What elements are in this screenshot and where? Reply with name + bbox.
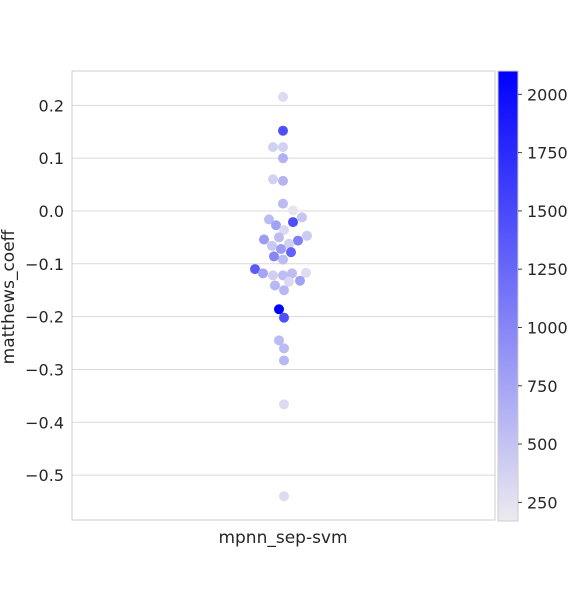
y-axis-label: matthews_coeff: [0, 228, 19, 364]
data-point: [297, 212, 307, 223]
x-category-label: mpnn_sep-svm: [218, 528, 347, 548]
data-point: [268, 270, 278, 281]
data-point: [279, 491, 289, 502]
data-point: [302, 230, 312, 241]
plot-frame: [71, 70, 496, 521]
data-point: [259, 234, 269, 245]
data-point: [278, 142, 288, 153]
data-point: [288, 217, 298, 228]
data-point: [276, 244, 286, 255]
colorbar-tick-label: 500: [527, 435, 558, 454]
data-point: [274, 232, 284, 243]
colorbar-tick-label: 2000: [527, 85, 568, 104]
y-tick-label: −0.2: [25, 308, 64, 327]
colorbar: [497, 70, 519, 522]
y-tick-label: −0.5: [25, 466, 64, 485]
data-point: [267, 240, 277, 251]
y-tick-label: −0.3: [25, 360, 64, 379]
y-tick-label: 0.0: [39, 202, 64, 221]
y-tick-labels: 0.2 0.1 0.0 −0.1 −0.2 −0.3 −0.4 −0.5: [25, 96, 64, 485]
data-point: [301, 267, 311, 278]
data-point: [278, 270, 288, 281]
y-tick-label: −0.1: [25, 255, 64, 274]
colorbar-tick-label: 1000: [527, 318, 568, 337]
data-point: [278, 198, 288, 209]
data-point: [270, 280, 280, 291]
data-point: [278, 125, 288, 136]
data-point: [278, 153, 288, 164]
data-point: [250, 264, 260, 275]
data-point: [269, 251, 279, 262]
data-point: [268, 174, 278, 185]
y-tick-label: −0.4: [25, 413, 64, 432]
data-point: [279, 312, 289, 323]
colorbar-tick-label: 1250: [527, 260, 568, 279]
data-point: [278, 91, 288, 102]
colorbar-tick-label: 1500: [527, 202, 568, 221]
colorbar-ticks: 2000 1750 1500 1250 1000 750 500 250: [518, 85, 568, 512]
colorbar-tick-label: 1750: [527, 144, 568, 163]
data-point: [278, 175, 288, 186]
y-tick-label: 0.2: [39, 96, 64, 115]
data-point: [274, 304, 284, 315]
data-point: [264, 214, 274, 225]
data-point: [286, 247, 296, 258]
y-tick-label: 0.1: [39, 149, 64, 168]
data-point: [258, 268, 268, 279]
data-point: [279, 343, 289, 354]
data-point: [287, 268, 297, 279]
data-point: [268, 142, 278, 153]
data-point: [274, 335, 284, 346]
data-point: [288, 205, 298, 216]
colorbar-tick-label: 750: [527, 377, 558, 396]
data-point: [279, 285, 289, 296]
data-point: [284, 238, 294, 249]
plot-background: [72, 71, 495, 520]
data-point: [279, 399, 289, 410]
data-point: [293, 235, 303, 246]
colorbar-tick-label: 250: [527, 493, 558, 512]
data-point: [279, 355, 289, 366]
data-point: [271, 220, 281, 231]
data-point: [284, 276, 294, 287]
data-point: [279, 224, 289, 235]
data-points: [250, 91, 312, 502]
data-point: [295, 275, 305, 286]
data-point: [278, 254, 288, 265]
